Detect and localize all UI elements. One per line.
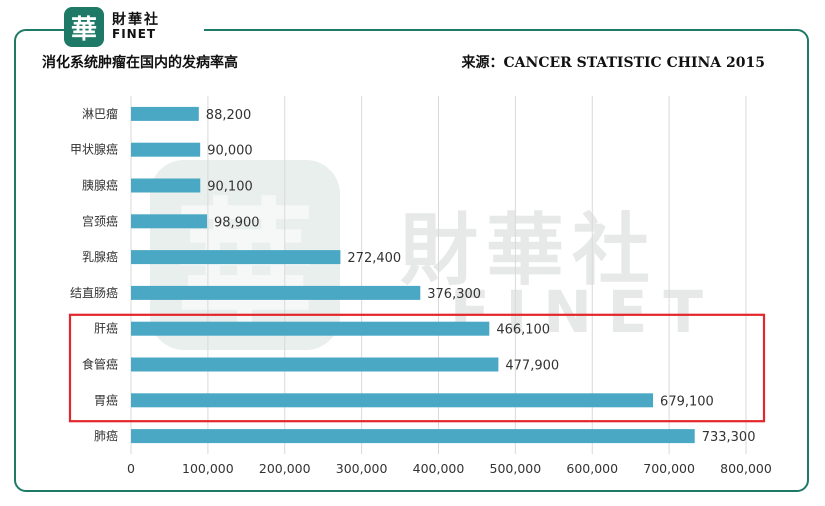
x-tick-label: 400,000 [413, 461, 465, 476]
x-tick-label: 600,000 [566, 461, 618, 476]
logo-english-name: FINET [112, 27, 157, 42]
value-label: 679,100 [660, 394, 714, 409]
category-label: 乳腺癌 [82, 249, 118, 264]
chart-frame [14, 29, 809, 492]
x-tick-label: 100,000 [182, 461, 234, 476]
x-tick-label: 500,000 [490, 461, 542, 476]
value-label: 466,100 [496, 323, 550, 338]
category-label: 胃癌 [94, 392, 118, 407]
value-label: 272,400 [347, 251, 401, 266]
bar [131, 285, 421, 300]
finet-logo: 華 財華社 FINET [64, 6, 204, 48]
value-label: 90,000 [207, 144, 253, 159]
value-label: 88,200 [206, 108, 252, 123]
chart-title: 消化系统肿瘤在国内的发病率高 [42, 55, 238, 71]
x-tick-label: 200,000 [259, 461, 311, 476]
category-label: 食管癌 [82, 357, 118, 372]
highlight-box [68, 313, 766, 423]
value-label: 733,300 [702, 430, 756, 445]
bar [131, 321, 490, 336]
bar [131, 106, 199, 121]
x-tick-label: 300,000 [336, 461, 388, 476]
x-tick-label: 700,000 [643, 461, 695, 476]
category-label: 肺癌 [94, 428, 118, 443]
logo-chinese-name: 財華社 [112, 12, 160, 29]
bar [131, 429, 695, 444]
bar [131, 142, 201, 157]
category-label: 肝癌 [94, 321, 118, 336]
x-tick-label: 800,000 [720, 461, 772, 476]
bar [131, 178, 201, 193]
bar [131, 357, 499, 372]
chart-source: 来源：CANCER STATISTIC CHINA 2015 [461, 55, 765, 71]
value-label: 98,900 [214, 215, 259, 230]
category-label: 宫颈癌 [82, 213, 118, 228]
category-label: 胰腺癌 [82, 178, 118, 193]
value-label: 376,300 [427, 287, 481, 302]
value-label: 90,100 [207, 180, 253, 195]
bar [131, 393, 654, 408]
category-label: 甲状腺癌 [70, 142, 118, 157]
logo-text: 財華社 FINET [112, 13, 160, 40]
category-label: 结直肠癌 [70, 285, 118, 300]
bar [131, 214, 208, 229]
category-label: 淋巴瘤 [82, 106, 118, 121]
bar [131, 250, 341, 265]
x-tick-label: 0 [127, 461, 135, 476]
value-label: 477,900 [505, 359, 559, 374]
logo-mark: 華 [64, 7, 104, 47]
